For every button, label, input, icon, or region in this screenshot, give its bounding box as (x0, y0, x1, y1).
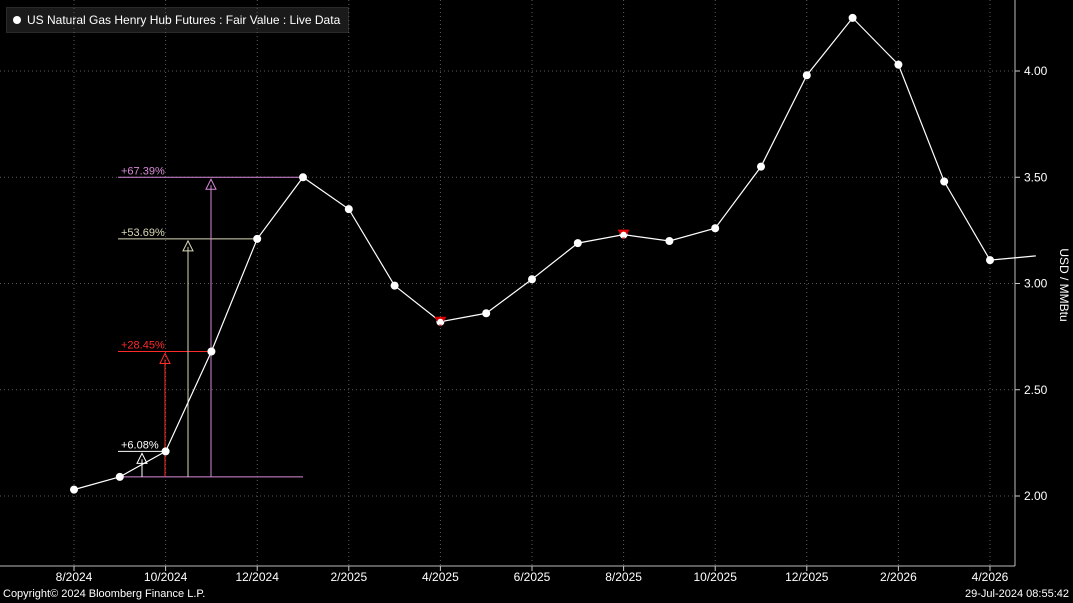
data-point (161, 447, 170, 456)
annotation-arrow (159, 352, 171, 364)
x-tick-label: 2/2026 (880, 570, 917, 584)
x-tick-label: 12/2024 (236, 570, 280, 584)
data-point (207, 347, 216, 356)
x-tick-label: 2/2025 (330, 570, 367, 584)
data-point (573, 239, 582, 248)
chart-title: US Natural Gas Henry Hub Futures : Fair … (27, 13, 341, 27)
annotation-label: +53.69% (121, 227, 165, 239)
data-point (482, 309, 491, 318)
y-tick-label: 3.00 (1024, 277, 1048, 291)
annotation-arrow (182, 239, 194, 252)
data-point (115, 472, 124, 481)
chart-legend: US Natural Gas Henry Hub Futures : Fair … (6, 7, 350, 33)
x-tick-label: 12/2025 (785, 570, 829, 584)
annotation-label: +67.39% (121, 165, 165, 177)
footer-timestamp: 29-Jul-2024 08:55:42 (965, 588, 1069, 600)
legend-series-dot (13, 16, 21, 24)
y-tick-label: 4.00 (1024, 64, 1048, 78)
data-point (253, 234, 262, 243)
y-axis-label: USD / MMBtu (1057, 248, 1071, 322)
x-tick-label: 8/2024 (56, 570, 93, 584)
data-point (802, 71, 811, 80)
data-point (299, 173, 307, 182)
data-point (344, 205, 353, 214)
series-line (73, 16, 1036, 491)
x-tick-label: 10/2025 (694, 570, 738, 584)
marker-point (620, 231, 627, 238)
footer-copyright: Copyright© 2024 Bloomberg Finance L.P. (3, 588, 206, 600)
data-point (70, 485, 78, 494)
x-tick-label: 4/2025 (422, 570, 459, 584)
annotation-label: +6.08% (121, 439, 159, 451)
data-point (940, 177, 949, 186)
x-tick-label: 6/2025 (514, 570, 551, 584)
x-tick-label: 4/2026 (972, 570, 1009, 584)
x-tick-label: 8/2025 (605, 570, 642, 584)
y-tick-label: 2.00 (1024, 489, 1048, 503)
data-point (848, 13, 857, 22)
x-tick-label: 10/2024 (144, 570, 188, 584)
y-tick-label: 2.50 (1024, 383, 1048, 397)
data-point (757, 162, 765, 171)
annotation-label: +28.45% (121, 340, 165, 352)
annotation-arrow (205, 178, 217, 190)
annotation-arrow (136, 452, 148, 464)
data-point (894, 60, 903, 69)
data-point (528, 275, 536, 284)
marker-point (437, 318, 444, 325)
y-tick-label: 3.50 (1024, 170, 1048, 184)
data-point (665, 237, 674, 245)
data-point (986, 256, 994, 265)
data-point (711, 224, 720, 233)
data-point (390, 281, 399, 290)
